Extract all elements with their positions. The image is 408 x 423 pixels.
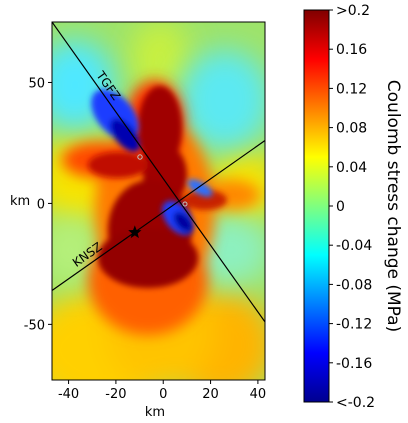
y-tick-label: 0 bbox=[37, 197, 45, 212]
colorbar-tick-label: 0.04 bbox=[336, 160, 367, 176]
y-tick-label: 50 bbox=[28, 76, 45, 91]
x-axis: -40 -20 0 20 40 bbox=[58, 380, 266, 402]
x-tick-label: -20 bbox=[105, 387, 126, 402]
aftershock-marker bbox=[182, 201, 188, 207]
colorbar-tick-label: -0.16 bbox=[336, 356, 372, 372]
colorbar-tick-label: -0.08 bbox=[336, 277, 372, 293]
fault-line-knsz bbox=[52, 140, 265, 291]
y-tick-label: -50 bbox=[24, 318, 45, 333]
x-tick-label: 20 bbox=[202, 387, 219, 402]
fault-lines bbox=[52, 22, 265, 323]
x-tick-label: 0 bbox=[159, 387, 167, 402]
colorbar-tick-label: 0 bbox=[336, 199, 345, 215]
colorbar-tick-label: <-0.2 bbox=[336, 395, 375, 411]
colorbar-title: Coulomb stress change (MPa) bbox=[383, 80, 403, 332]
colorbar: >0.2 0.16 0.12 0.08 0.04 0 -0.04 -0.08 -0.12 -0.1… bbox=[303, 3, 403, 411]
y-axis-title: km bbox=[10, 194, 30, 209]
y-axis: 50 0 -50 bbox=[24, 76, 52, 333]
colorbar-tick-label: 0.16 bbox=[336, 42, 367, 58]
aftershock-marker bbox=[137, 154, 143, 160]
colorbar-tick-label: -0.04 bbox=[336, 238, 372, 254]
fault-line-tgfz bbox=[52, 22, 265, 323]
colorbar-gradient bbox=[303, 9, 330, 403]
colorbar-ticks: >0.2 0.16 0.12 0.08 0.04 0 -0.04 -0.08 -0.12 -0.1… bbox=[329, 3, 375, 411]
colorbar-tick-label: 0.12 bbox=[336, 81, 367, 97]
colorbar-tick-label: -0.12 bbox=[336, 317, 372, 333]
colorbar-tick-label: 0.08 bbox=[336, 121, 367, 137]
plot-frame bbox=[51, 21, 266, 381]
epicenter-star-icon bbox=[128, 225, 142, 239]
colorbar-tick-label: >0.2 bbox=[336, 3, 370, 19]
x-tick-label: 40 bbox=[250, 387, 267, 402]
x-axis-title: km bbox=[145, 405, 165, 420]
x-tick-label: -40 bbox=[58, 387, 79, 402]
heatmap-plot-area bbox=[52, 22, 265, 380]
